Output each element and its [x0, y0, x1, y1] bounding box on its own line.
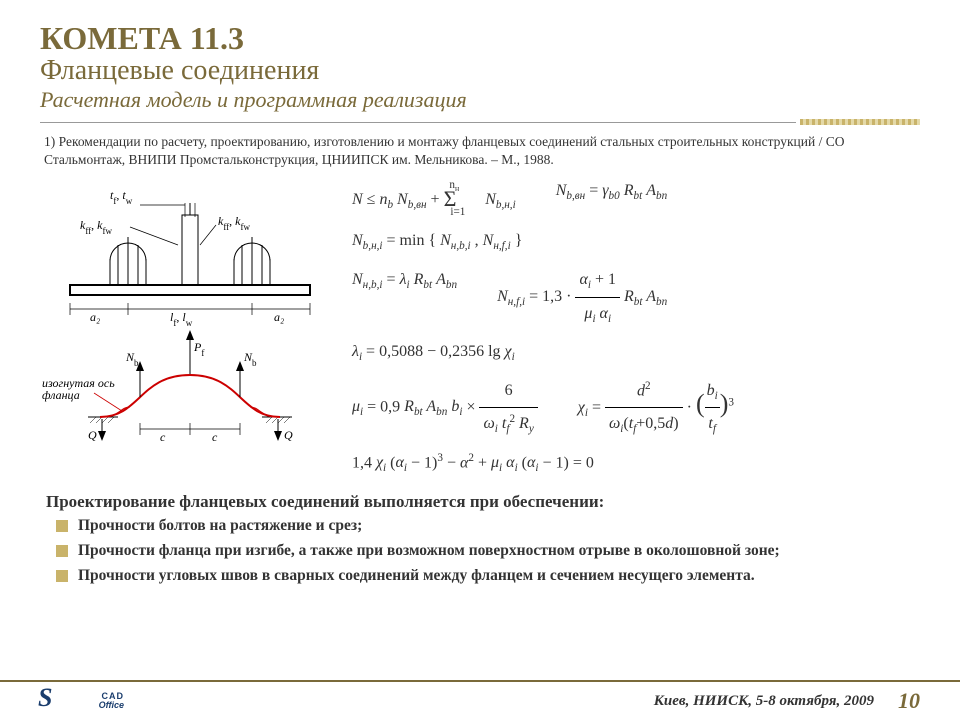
logo-line2: Office — [40, 701, 124, 710]
label-axis-note: изогнутая ось фланца — [42, 376, 118, 402]
bullet-item: Прочности болтов на растяжение и срез; — [56, 516, 920, 537]
reference-note: 1) Рекомендации по расчету, проектирован… — [44, 133, 920, 169]
footer: CAD Office Киев, НИИСК, 5-8 октября, 200… — [0, 680, 960, 720]
formula-1b: Nb,вн = γb0 Rbt Abn — [556, 175, 667, 219]
logo-scad-office: CAD Office — [40, 687, 124, 715]
label-lf-lw: lf, lw — [170, 310, 193, 328]
formula-1: N ≤ nb Nb,вн + Σi=1nн Nb,н,i — [352, 175, 516, 219]
label-tf-tw: tf, tw — [110, 188, 133, 206]
label-kff-right: kff, kfw — [218, 214, 250, 232]
label-a2-left: a₂ — [90, 310, 100, 324]
label-pf: Pf — [193, 340, 204, 358]
formula-block: N ≤ nb Nb,вн + Σi=1nн Nb,н,i Nb,вн = γb0… — [352, 175, 920, 485]
diagram: tf, tw kff, kfw kff, kfw a₂ lf, lw a₂ Pf — [40, 175, 340, 450]
formula-5b: χi = d2ωi(tf+0,5d) · (bitf)3 — [578, 375, 734, 441]
bullet-item: Прочности угловых швов в сварных соедине… — [56, 566, 920, 587]
label-q-left: Q — [88, 428, 97, 442]
footer-venue: Киев, НИИСК, 5-8 октября, 2009 — [654, 693, 874, 710]
label-nb-left: Nb — [125, 350, 139, 368]
label-nb-right: Nb — [243, 350, 257, 368]
page-number: 10 — [898, 688, 920, 714]
design-intro: Проектирование фланцевых соединений выпо… — [46, 492, 920, 512]
formula-4: λi = 0,5088 − 0,2356 lg χi — [352, 336, 515, 369]
formula-3b: Nн,f,i = 1,3 · αi + 1μi αi Rbt Abn — [497, 264, 667, 330]
formula-6: 1,4 χi (αi − 1)3 − α2 + μi αi (αi − 1) =… — [352, 447, 594, 480]
bullet-list: Прочности болтов на растяжение и срез; П… — [56, 516, 920, 587]
title-line1: КОМЕТА 11.3 — [40, 20, 920, 57]
formula-5: μi = 0,9 Rbt Abn bi × 6ωi tf2 Ry — [352, 375, 538, 441]
title-line3: Расчетная модель и программная реализаци… — [40, 87, 920, 113]
formula-3: Nн,b,i = λi Rbt Abn — [352, 264, 457, 330]
bullet-item: Прочности фланца при изгибе, а также при… — [56, 541, 920, 562]
label-c-left: c — [160, 430, 166, 444]
formula-2: Nb,н,i = min { Nн,b,i , Nн,f,i } — [352, 225, 522, 258]
label-a2-right: a₂ — [274, 310, 284, 324]
title-block: КОМЕТА 11.3 Фланцевые соединения Расчетн… — [40, 20, 920, 113]
label-c-right: c — [212, 430, 218, 444]
label-q-right: Q — [284, 428, 293, 442]
title-rule — [40, 119, 920, 125]
label-kff-left: kff, kfw — [80, 218, 112, 236]
title-line2: Фланцевые соединения — [40, 55, 920, 87]
